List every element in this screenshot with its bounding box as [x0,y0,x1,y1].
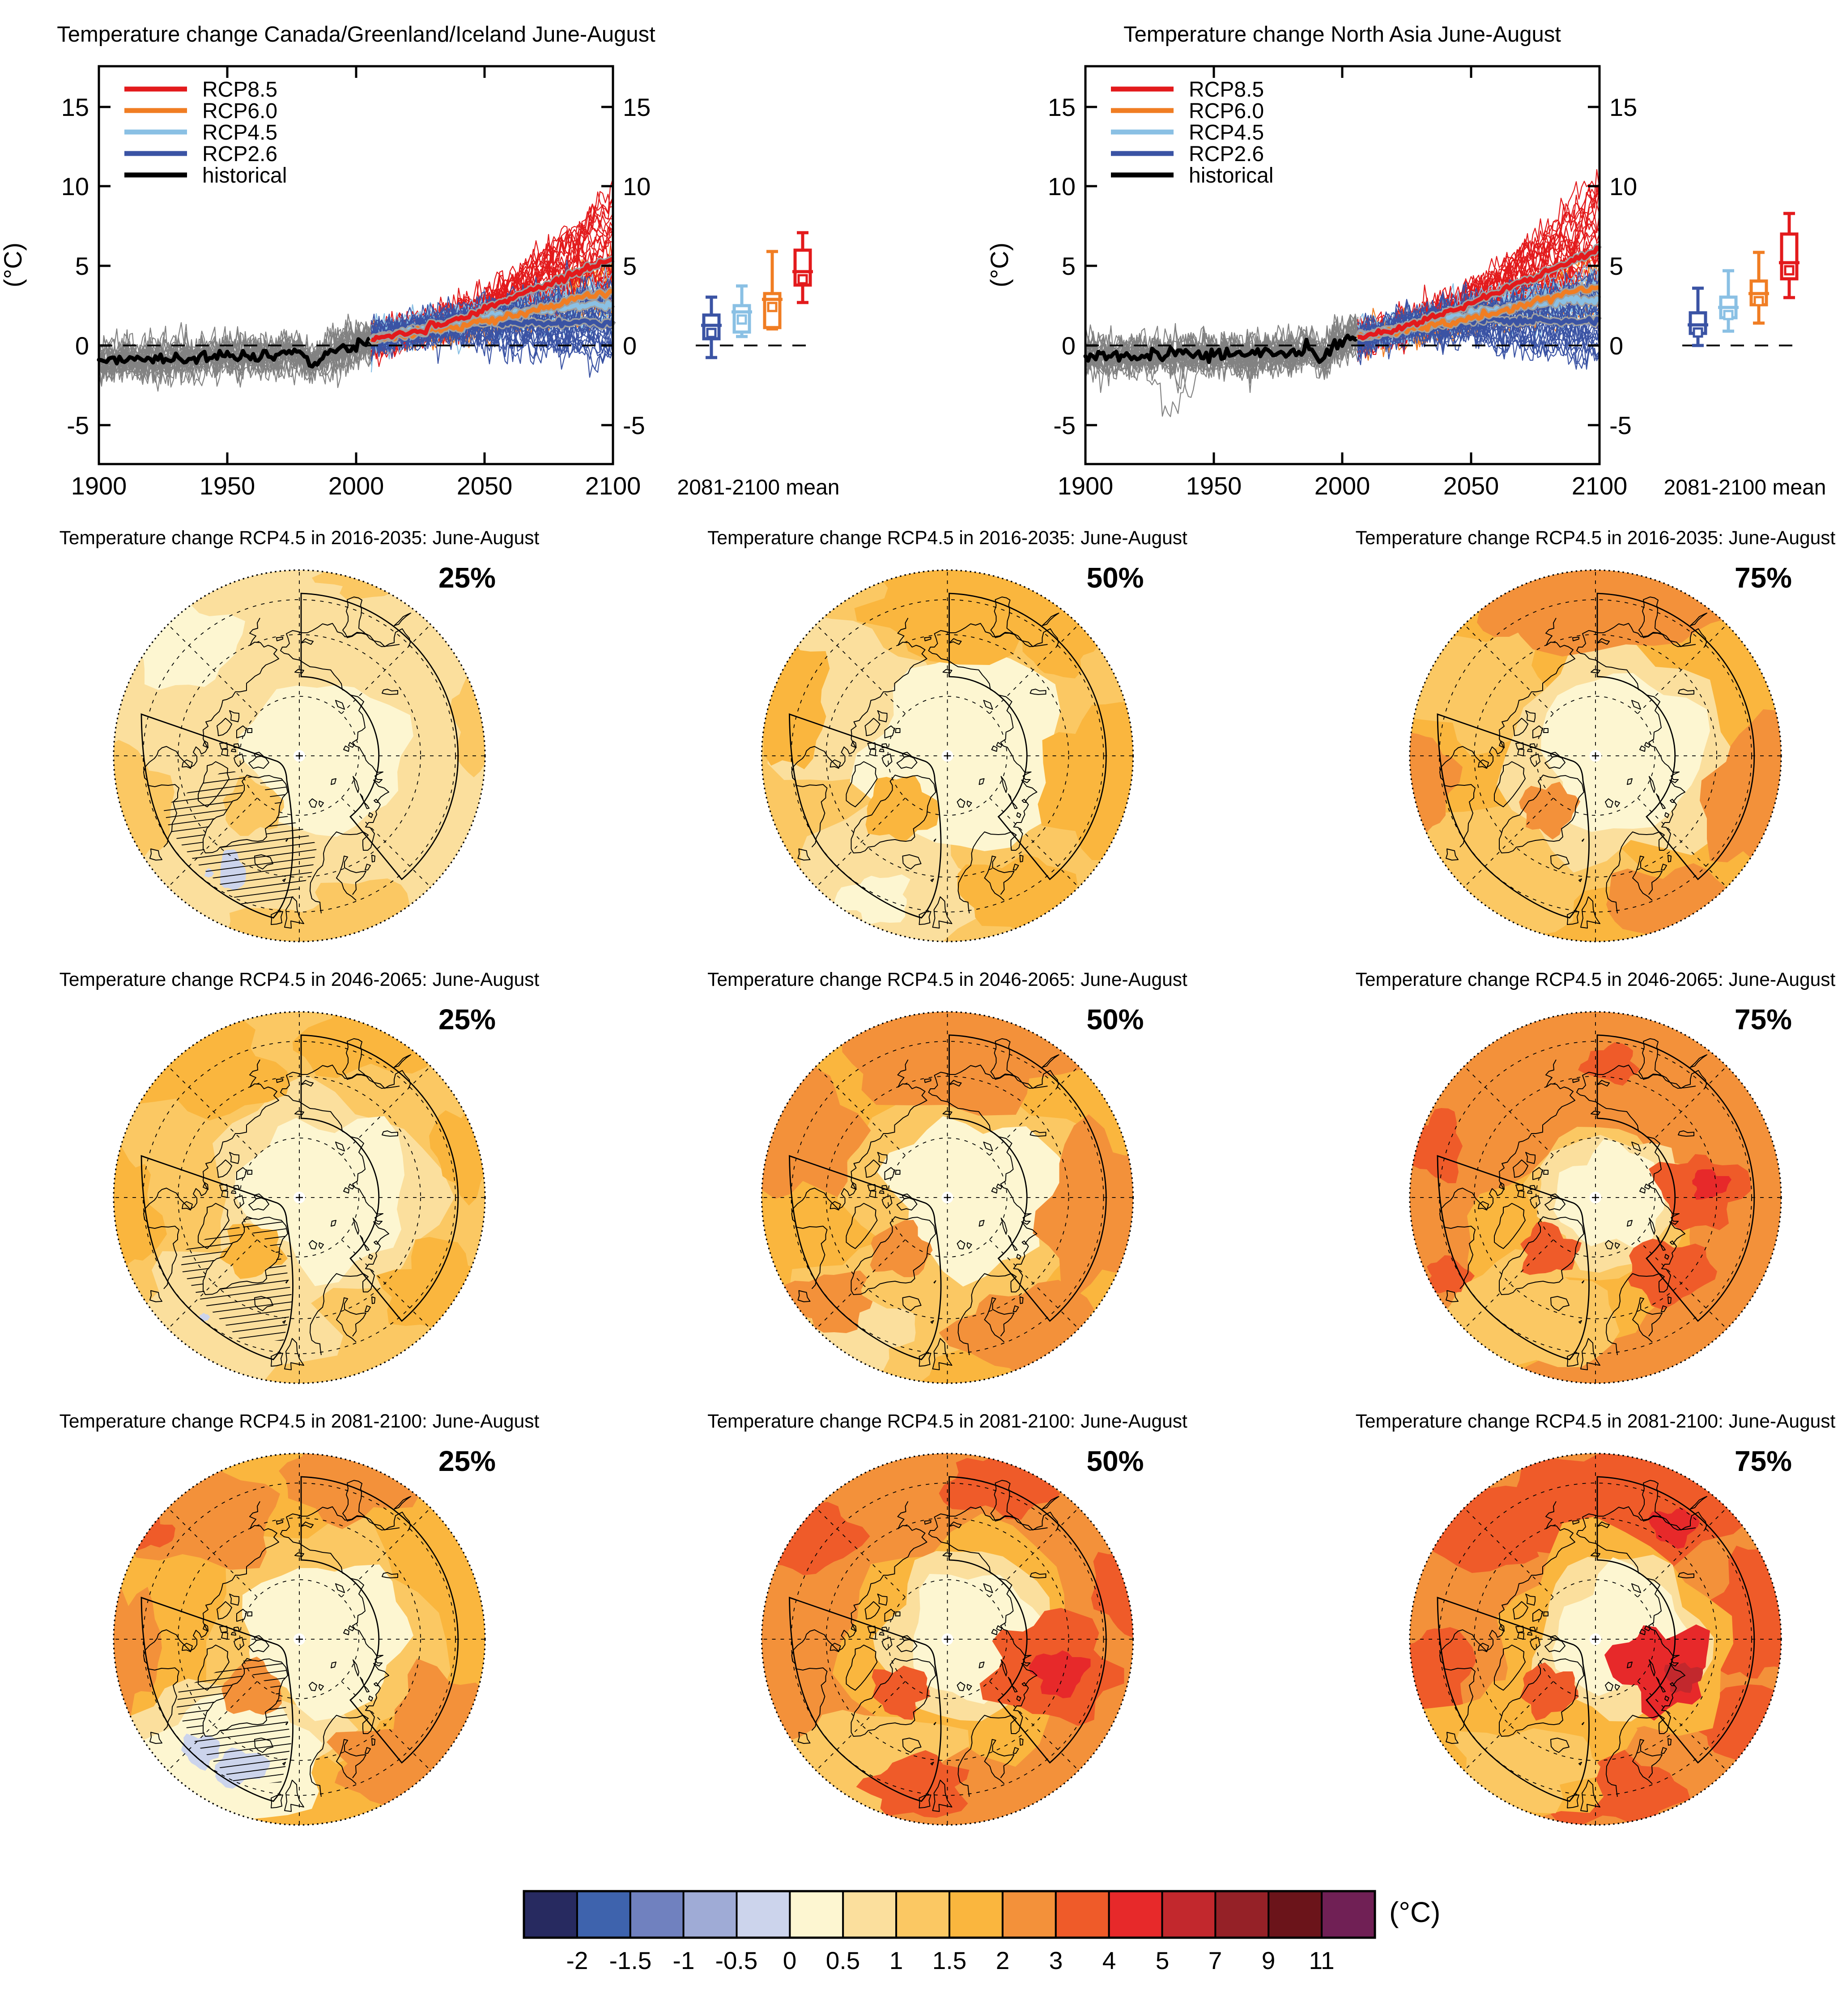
svg-text:Temperature change RCP4.5 in 2: Temperature change RCP4.5 in 2046-2065: … [1356,969,1836,990]
svg-text:25%: 25% [438,562,496,594]
svg-text:75%: 75% [1735,1003,1792,1036]
svg-text:2000: 2000 [1314,472,1370,500]
svg-text:-5: -5 [1609,411,1632,439]
svg-text:3: 3 [1049,1947,1063,1974]
svg-text:-5: -5 [1053,411,1076,439]
svg-text:-1.5: -1.5 [609,1947,652,1974]
svg-text:10: 10 [61,172,89,200]
svg-text:2050: 2050 [1443,472,1499,500]
svg-text:Temperature change RCP4.5 in 2: Temperature change RCP4.5 in 2081-2100: … [60,1411,540,1432]
svg-text:50%: 50% [1086,562,1144,594]
svg-text:(°C): (°C) [1389,1896,1440,1928]
svg-text:25%: 25% [438,1445,496,1477]
svg-text:historical: historical [1189,164,1273,188]
svg-text:(°C): (°C) [985,243,1013,287]
svg-text:1: 1 [889,1947,903,1974]
svg-text:15: 15 [61,93,89,121]
svg-text:25%: 25% [438,1003,496,1036]
svg-text:Temperature change RCP4.5 in 2: Temperature change RCP4.5 in 2081-2100: … [707,1411,1187,1432]
svg-text:RCP2.6: RCP2.6 [1189,142,1264,166]
svg-text:50%: 50% [1086,1445,1144,1477]
svg-text:RCP8.5: RCP8.5 [202,78,277,102]
svg-text:2: 2 [996,1947,1010,1974]
svg-text:5: 5 [75,252,89,280]
svg-text:5: 5 [623,252,637,280]
svg-text:1900: 1900 [71,472,127,500]
svg-text:RCP8.5: RCP8.5 [1189,78,1264,102]
svg-text:Temperature change North Asia: Temperature change North Asia June-Augus… [1123,22,1561,47]
svg-text:(°C): (°C) [0,243,27,287]
svg-text:5: 5 [1609,252,1623,280]
svg-text:0.5: 0.5 [826,1947,860,1974]
svg-text:RCP4.5: RCP4.5 [1189,121,1264,145]
svg-text:5: 5 [1156,1947,1170,1974]
svg-text:RCP6.0: RCP6.0 [1189,99,1264,123]
svg-text:-1: -1 [673,1947,695,1974]
svg-text:2081-2100 mean: 2081-2100 mean [1664,476,1826,499]
svg-text:9: 9 [1262,1947,1276,1974]
svg-text:15: 15 [1048,93,1076,121]
svg-text:RCP2.6: RCP2.6 [202,142,277,166]
svg-text:15: 15 [623,93,651,121]
svg-text:Temperature change RCP4.5 in 2: Temperature change RCP4.5 in 2016-2035: … [1356,528,1836,549]
svg-text:0: 0 [1062,332,1076,360]
svg-text:1.5: 1.5 [932,1947,966,1974]
svg-text:RCP6.0: RCP6.0 [202,99,277,123]
svg-text:-0.5: -0.5 [715,1947,758,1974]
svg-text:15: 15 [1609,93,1637,121]
svg-text:7: 7 [1208,1947,1222,1974]
svg-text:50%: 50% [1086,1003,1144,1036]
svg-text:RCP4.5: RCP4.5 [202,121,277,145]
svg-text:Temperature change RCP4.5 in 2: Temperature change RCP4.5 in 2046-2065: … [60,969,540,990]
svg-text:0: 0 [75,332,89,360]
svg-text:10: 10 [623,172,651,200]
svg-text:Temperature change Canada/Gree: Temperature change Canada/Greenland/Icel… [57,22,655,47]
svg-text:1950: 1950 [200,472,255,500]
svg-text:-5: -5 [623,411,645,439]
svg-text:10: 10 [1609,172,1637,200]
svg-text:-5: -5 [67,411,89,439]
svg-text:5: 5 [1062,252,1076,280]
svg-text:75%: 75% [1735,562,1792,594]
svg-text:2000: 2000 [328,472,384,500]
svg-text:1900: 1900 [1058,472,1114,500]
svg-text:11: 11 [1309,1947,1334,1974]
svg-text:2081-2100 mean: 2081-2100 mean [677,476,840,499]
svg-text:4: 4 [1102,1947,1116,1974]
svg-text:2100: 2100 [1572,472,1628,500]
svg-text:0: 0 [783,1947,797,1974]
svg-text:Temperature change RCP4.5 in 2: Temperature change RCP4.5 in 2016-2035: … [60,528,540,549]
svg-text:0: 0 [1609,332,1623,360]
svg-text:75%: 75% [1735,1445,1792,1477]
svg-text:2050: 2050 [457,472,513,500]
svg-text:1950: 1950 [1186,472,1242,500]
svg-text:Temperature change RCP4.5 in 2: Temperature change RCP4.5 in 2016-2035: … [707,528,1187,549]
svg-text:Temperature change RCP4.5 in 2: Temperature change RCP4.5 in 2081-2100: … [1356,1411,1836,1432]
svg-text:2100: 2100 [585,472,641,500]
svg-text:historical: historical [202,164,287,188]
svg-text:-2: -2 [566,1947,588,1974]
svg-text:Temperature change RCP4.5 in 2: Temperature change RCP4.5 in 2046-2065: … [707,969,1187,990]
svg-text:0: 0 [623,332,637,360]
svg-text:10: 10 [1048,172,1076,200]
